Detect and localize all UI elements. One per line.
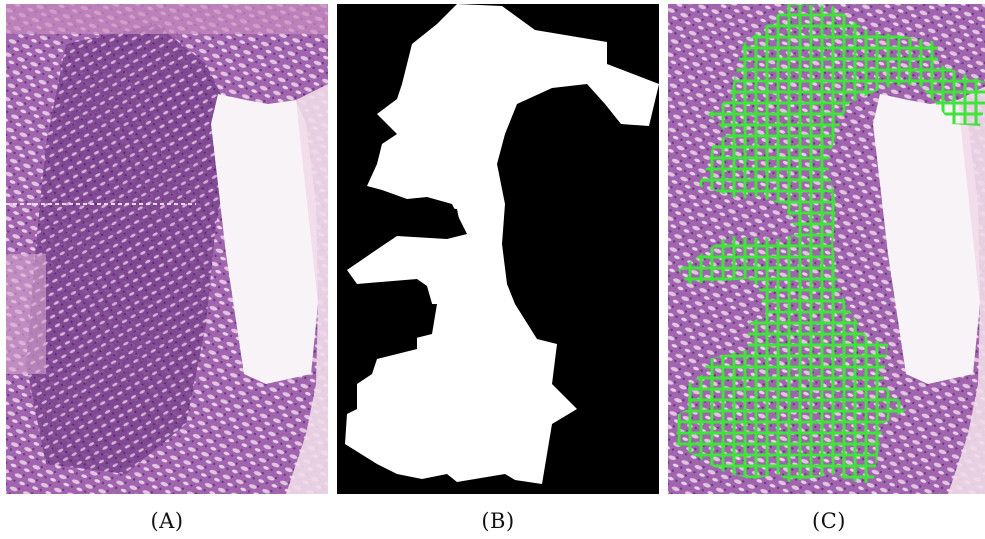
histology-image: [6, 4, 328, 494]
caption-b: (B): [481, 509, 515, 533]
patch-overlay-image: [668, 4, 985, 494]
panel-b-binary-mask: [337, 4, 659, 494]
caption-a: (A): [150, 509, 184, 533]
binary-mask-image: [337, 4, 659, 494]
caption-c: (C): [812, 509, 846, 533]
panel-c-patch-overlay: [668, 4, 985, 494]
panel-a-histology-image: [6, 4, 328, 494]
